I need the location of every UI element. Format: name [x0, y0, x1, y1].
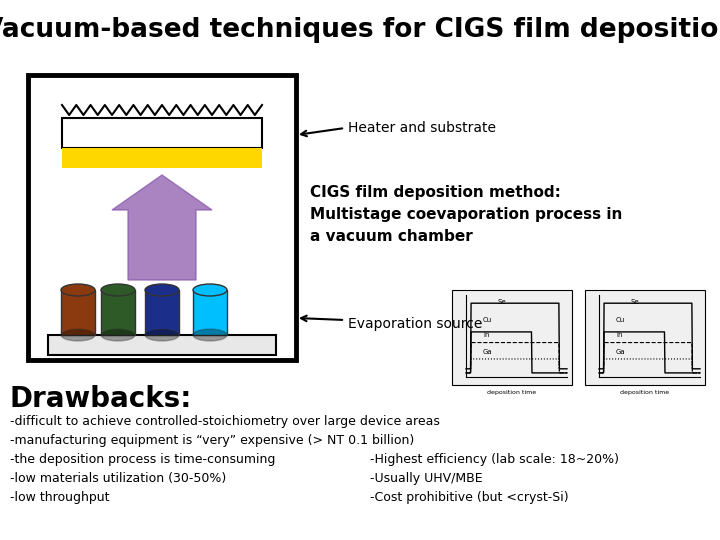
Bar: [585, 290, 705, 385]
FancyArrow shape: [112, 175, 212, 280]
Text: -low materials utilization (30-50%): -low materials utilization (30-50%): [10, 472, 226, 485]
Bar: [62, 118, 262, 148]
Text: Multistage coevaporation process in: Multistage coevaporation process in: [310, 207, 622, 222]
Text: deposition time: deposition time: [621, 390, 670, 395]
Ellipse shape: [61, 329, 95, 341]
Bar: [28, 75, 296, 360]
Bar: [61, 290, 95, 335]
Text: Heater and substrate: Heater and substrate: [348, 121, 496, 135]
Ellipse shape: [193, 284, 227, 296]
Text: Evaporation source: Evaporation source: [348, 317, 482, 331]
Text: Drawbacks:: Drawbacks:: [10, 385, 192, 413]
Text: Se: Se: [498, 299, 506, 305]
Text: deposition time: deposition time: [487, 390, 536, 395]
Ellipse shape: [193, 329, 227, 341]
Ellipse shape: [61, 284, 95, 296]
Text: Ga: Ga: [482, 349, 492, 355]
Text: Cu: Cu: [482, 317, 492, 323]
Text: -low throughput: -low throughput: [10, 491, 109, 504]
Ellipse shape: [145, 329, 179, 341]
Text: CIGS film deposition method:: CIGS film deposition method:: [310, 185, 561, 200]
Bar: [101, 290, 135, 335]
Bar: [452, 290, 572, 385]
Text: -Usually UHV/MBE: -Usually UHV/MBE: [370, 472, 482, 485]
Text: Vacuum-based techniques for CIGS film deposition: Vacuum-based techniques for CIGS film de…: [0, 17, 720, 43]
Bar: [145, 290, 179, 335]
Text: Ga: Ga: [615, 349, 625, 355]
Text: Cu: Cu: [616, 317, 625, 323]
Text: -Cost prohibitive (but <cryst-Si): -Cost prohibitive (but <cryst-Si): [370, 491, 569, 504]
Text: -manufacturing equipment is “very” expensive (> NT 0.1 billion): -manufacturing equipment is “very” expen…: [10, 434, 414, 447]
Ellipse shape: [101, 284, 135, 296]
Ellipse shape: [145, 284, 179, 296]
Text: -difficult to achieve controlled-stoichiometry over large device areas: -difficult to achieve controlled-stoichi…: [10, 415, 440, 428]
Bar: [48, 335, 276, 355]
Text: Se: Se: [631, 299, 639, 305]
Ellipse shape: [101, 329, 135, 341]
Text: In: In: [484, 332, 490, 338]
Bar: [193, 290, 227, 335]
Bar: [62, 148, 262, 168]
Text: In: In: [617, 332, 624, 338]
Text: a vacuum chamber: a vacuum chamber: [310, 229, 473, 244]
Text: -Highest efficiency (lab scale: 18~20%): -Highest efficiency (lab scale: 18~20%): [370, 453, 619, 466]
Text: -the deposition process is time-consuming: -the deposition process is time-consumin…: [10, 453, 275, 466]
